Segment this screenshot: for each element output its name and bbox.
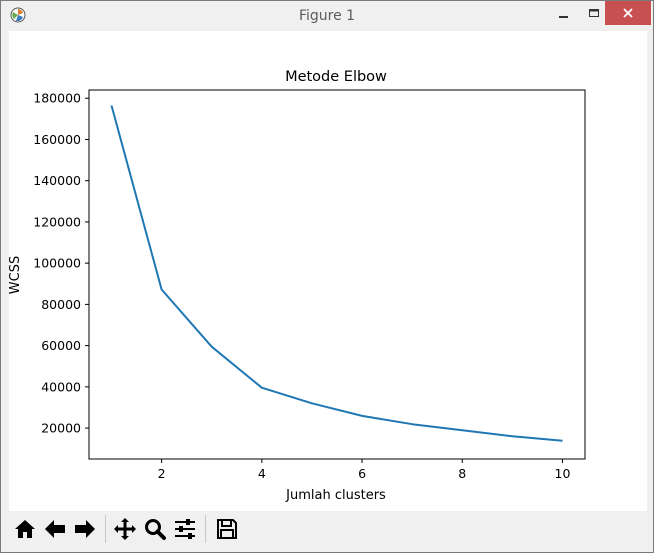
x-axis-ticks: 2 4 6 8 10 xyxy=(158,459,571,481)
figure-canvas[interactable]: Metode Elbow 20000 40000 60000 80000 100000 1… xyxy=(8,31,647,511)
y-axis-label: WCSS xyxy=(9,256,23,294)
x-tick-label: 6 xyxy=(358,466,366,481)
x-tick-label: 8 xyxy=(458,466,466,481)
pan-button[interactable] xyxy=(111,515,139,543)
x-tick-label: 10 xyxy=(555,466,571,481)
y-tick-label: 100000 xyxy=(33,256,81,271)
wcss-line-series xyxy=(110,105,563,442)
minimize-icon xyxy=(559,16,568,18)
x-axis-label: Jumlah clusters xyxy=(285,488,386,503)
y-tick-label: 20000 xyxy=(41,421,81,436)
title-bar[interactable]: Figure 1 xyxy=(1,1,653,31)
y-tick-label: 60000 xyxy=(41,338,81,353)
y-tick-label: 120000 xyxy=(33,214,81,229)
pan-move-icon xyxy=(114,518,136,540)
home-button[interactable] xyxy=(11,515,39,543)
forward-arrow-icon xyxy=(75,520,95,538)
x-tick-label: 2 xyxy=(158,466,166,481)
close-button[interactable] xyxy=(605,1,651,25)
y-tick-label: 160000 xyxy=(33,132,81,147)
matplotlib-app-icon xyxy=(10,7,26,23)
zoom-magnifier-icon xyxy=(145,519,166,540)
forward-button[interactable] xyxy=(71,515,99,543)
minimize-button[interactable] xyxy=(549,1,579,25)
y-tick-label: 40000 xyxy=(41,379,81,394)
back-button[interactable] xyxy=(41,515,69,543)
back-arrow-icon xyxy=(45,520,65,538)
maximize-icon xyxy=(589,9,599,17)
navigation-toolbar xyxy=(9,511,647,547)
maximize-button[interactable] xyxy=(579,1,609,25)
close-icon xyxy=(623,8,633,18)
toolbar-separator xyxy=(205,515,206,543)
window-title: Figure 1 xyxy=(298,8,356,24)
chart-title: Metode Elbow xyxy=(285,69,387,85)
subplot-config-sliders-icon xyxy=(175,519,195,539)
plot-frame xyxy=(88,89,586,460)
zoom-button[interactable] xyxy=(141,515,169,543)
y-tick-label: 140000 xyxy=(33,173,81,188)
save-floppy-icon xyxy=(217,519,237,539)
save-button[interactable] xyxy=(213,515,241,543)
y-axis-ticks: 20000 40000 60000 80000 100000 120000 140000 16… xyxy=(33,91,89,436)
y-tick-label: 80000 xyxy=(41,297,81,312)
elbow-chart: Metode Elbow 20000 40000 60000 80000 100000 1… xyxy=(8,69,586,503)
y-tick-label: 180000 xyxy=(33,91,81,106)
home-icon xyxy=(15,520,35,538)
series-layer xyxy=(110,105,563,442)
x-tick-label: 4 xyxy=(258,466,266,481)
configure-subplots-button[interactable] xyxy=(171,515,199,543)
toolbar-separator xyxy=(105,515,106,543)
